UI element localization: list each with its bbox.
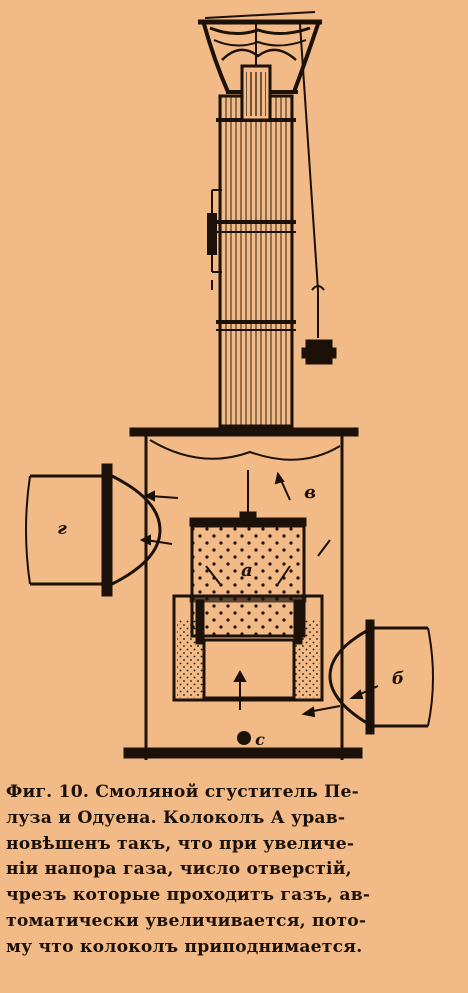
inlet-pipe — [328, 619, 434, 735]
caption-line: Фиг. 10. Смоляной сгуститель Пе- — [6, 782, 360, 802]
figure-caption: Фиг. 10. Смоляной сгуститель Пе- луза и … — [6, 780, 462, 961]
vessel — [123, 427, 363, 760]
caption-line: чрезъ которые проходитъ газъ, ав- — [6, 885, 371, 906]
water-seal — [172, 594, 324, 702]
column — [216, 24, 296, 428]
label-inlet-pipe: б — [392, 669, 404, 689]
label-outlet-pipe: г — [57, 519, 67, 539]
apparatus-illustration: а в г б с — [25, 11, 434, 760]
drain-valve — [237, 731, 251, 745]
caption-line: новѣшенъ такъ, что при увеличе- — [6, 833, 355, 854]
caption-line: нiи напора газа, число отверстiй, — [6, 859, 352, 880]
top-frame — [198, 11, 322, 94]
counterweight — [299, 23, 337, 365]
outlet-pipe — [25, 463, 162, 597]
label-bell: а — [241, 560, 253, 581]
label-drain: с — [255, 730, 265, 749]
caption-line: му что колоколъ приподнимается. — [6, 936, 363, 957]
flow-arrows — [139, 471, 379, 718]
gauge — [207, 189, 222, 290]
caption-line: луза и Одуена. Колоколъ А урав- — [6, 807, 346, 828]
caption-line: томатически увеличивается, пото- — [6, 910, 367, 931]
bell — [189, 470, 307, 638]
label-chamber: в — [304, 482, 316, 503]
